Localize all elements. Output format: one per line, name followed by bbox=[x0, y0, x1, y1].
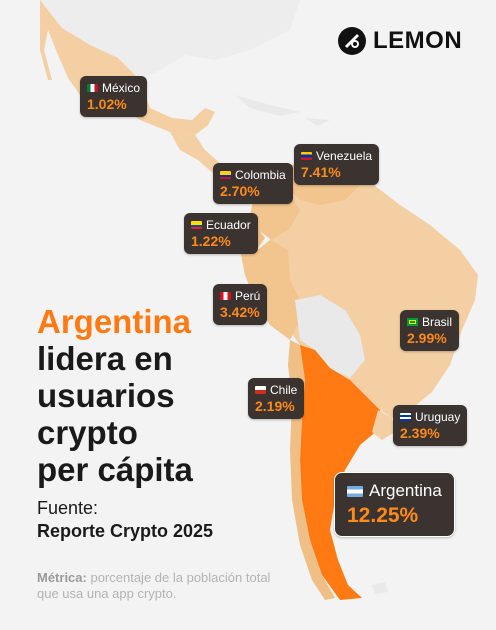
badge-percent: 1.02% bbox=[87, 96, 127, 112]
badge-percent: 2.19% bbox=[255, 398, 295, 414]
map-region-bolivia-paraguay bbox=[295, 295, 365, 378]
badge-chile: Chile 2.19% bbox=[248, 378, 305, 419]
source-label: Fuente: bbox=[37, 498, 99, 518]
flag-brasil-icon bbox=[407, 318, 418, 326]
badge-uruguay: Uruguay 2.39% bbox=[393, 405, 468, 446]
badge-country-name: Uruguay bbox=[415, 410, 461, 424]
headline-accent: Argentina bbox=[37, 303, 192, 340]
badge-percent: 7.41% bbox=[301, 164, 341, 180]
badge-argentina: Argentina 12.25% bbox=[334, 472, 455, 537]
badge-venezuela: Venezuela 7.41% bbox=[294, 144, 380, 185]
map-region-caribbean bbox=[235, 95, 330, 126]
badge-percent: 2.99% bbox=[407, 330, 447, 346]
flag-colombia-icon bbox=[220, 171, 231, 179]
badge-country-name: Venezuela bbox=[316, 149, 373, 163]
metric-text: porcentaje de la población total que usa… bbox=[37, 570, 271, 601]
flag-chile-icon bbox=[255, 386, 266, 394]
lemon-logo-icon bbox=[338, 27, 366, 55]
headline-line: crypto bbox=[37, 414, 138, 451]
badge-peru: Perú 3.42% bbox=[213, 284, 268, 325]
map-region-usa bbox=[40, 0, 300, 80]
brand-name: LEMON bbox=[373, 27, 463, 54]
badge-brasil: Brasil 2.99% bbox=[400, 310, 460, 351]
badge-percent: 2.70% bbox=[220, 183, 260, 199]
flag-peru-icon bbox=[220, 292, 231, 300]
badge-ecuador: Ecuador 1.22% bbox=[184, 213, 258, 254]
headline-line: lidera en bbox=[37, 340, 173, 377]
badge-percent: 2.39% bbox=[400, 425, 440, 441]
badge-country-name: Brasil bbox=[422, 315, 453, 329]
source: Fuente: Reporte Crypto 2025 bbox=[37, 497, 213, 543]
flag-ecuador-icon bbox=[191, 221, 202, 229]
flag-uruguay-icon bbox=[400, 413, 411, 421]
map-region-falklands bbox=[372, 582, 388, 594]
badge-country-name: México bbox=[102, 81, 141, 95]
headline-line: per cápita bbox=[37, 451, 193, 488]
badge-country-name: Argentina bbox=[369, 481, 442, 500]
metric-note: Métrica: porcentaje de la población tota… bbox=[37, 570, 277, 602]
map-country-uruguay bbox=[372, 410, 395, 440]
flag-venezuela-icon bbox=[301, 152, 312, 160]
badge-percent: 1.22% bbox=[191, 233, 231, 249]
badge-percent: 3.42% bbox=[220, 304, 260, 320]
flag-argentina-icon bbox=[347, 485, 363, 497]
badge-country-name: Ecuador bbox=[206, 218, 251, 232]
brand-logo: LEMON bbox=[337, 26, 462, 56]
headline: Argentina lidera en usuarios crypto per … bbox=[37, 303, 193, 488]
headline-line: usuarios bbox=[37, 377, 175, 414]
badge-country-name: Perú bbox=[235, 289, 261, 303]
map-country-mexico bbox=[40, 0, 215, 135]
badge-country-name: Colombia bbox=[235, 168, 286, 182]
source-report: Reporte Crypto 2025 bbox=[37, 521, 214, 541]
map-country-peru bbox=[240, 240, 300, 340]
badge-colombia: Colombia 2.70% bbox=[213, 163, 293, 204]
badge-mexico: México 1.02% bbox=[80, 76, 148, 117]
metric-label: Métrica: bbox=[37, 570, 87, 585]
badge-percent: 12.25% bbox=[347, 504, 419, 527]
badge-country-name: Chile bbox=[270, 383, 298, 397]
flag-mexico-icon bbox=[87, 84, 98, 92]
